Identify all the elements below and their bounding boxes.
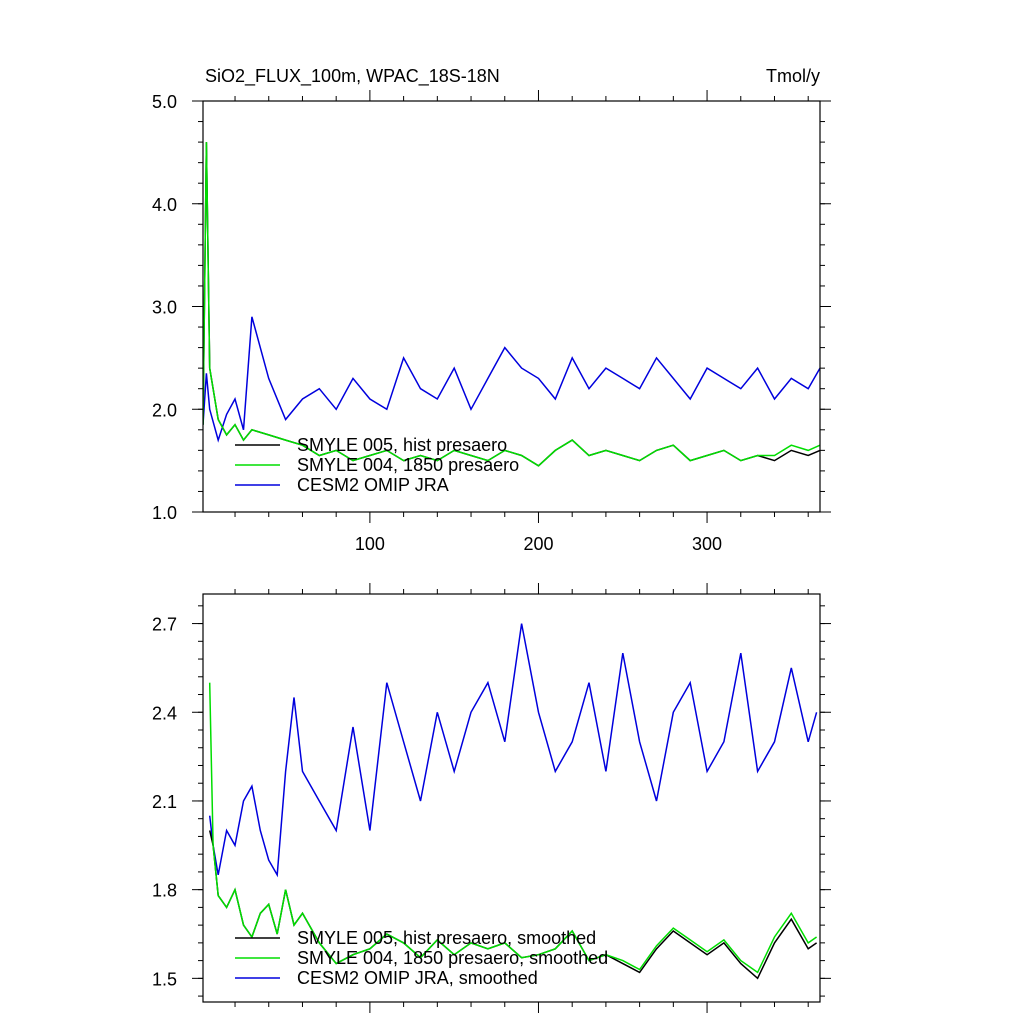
y-tick-label: 3.0 bbox=[152, 298, 177, 318]
series-line-1 bbox=[208, 682, 818, 974]
legend-label: CESM2 OMIP JRA bbox=[297, 475, 449, 495]
x-tick-label: 300 bbox=[692, 534, 722, 554]
units-label: Tmol/y bbox=[766, 66, 820, 86]
legend-label: CESM2 OMIP JRA, smoothed bbox=[297, 968, 538, 988]
x-tick-label: 200 bbox=[523, 534, 553, 554]
bottom-panel: 1.5 1.8 2.1 2.4 2.7 SMYLE 005, hist presaero,… bbox=[152, 583, 831, 1013]
series-line-2 bbox=[203, 316, 820, 443]
legend-label: SMYLE 005, hist presaero, smoothed bbox=[297, 928, 596, 948]
series-line-1 bbox=[203, 142, 820, 467]
chart-title: SiO2_FLUX_100m, WPAC_18S-18N bbox=[205, 66, 500, 87]
top-panel: 100 200 300 1.0 2.0 3.0 4.0 5.0 SMYLE 005, hist … bbox=[152, 90, 831, 554]
x-tick-label: 100 bbox=[355, 534, 385, 554]
legend-label: SMYLE 005, hist presaero bbox=[297, 435, 507, 455]
plot-frame bbox=[202, 593, 821, 1003]
y-tick-label: 2.1 bbox=[152, 792, 177, 812]
y-tick-label: 1.8 bbox=[152, 881, 177, 901]
y-tick-label: 1.5 bbox=[152, 969, 177, 989]
y-tick-label: 5.0 bbox=[152, 92, 177, 112]
y-tick-label: 2.7 bbox=[152, 615, 177, 635]
legend-label: SMYLE 004, 1850 presaero, smoothed bbox=[297, 948, 608, 968]
series-line-2 bbox=[208, 623, 818, 878]
legend-label: SMYLE 004, 1850 presaero bbox=[297, 455, 519, 475]
y-tick-label: 4.0 bbox=[152, 195, 177, 215]
y-tick-label: 1.0 bbox=[152, 503, 177, 523]
y-tick-label: 2.0 bbox=[152, 400, 177, 420]
y-tick-label: 2.4 bbox=[152, 703, 177, 723]
